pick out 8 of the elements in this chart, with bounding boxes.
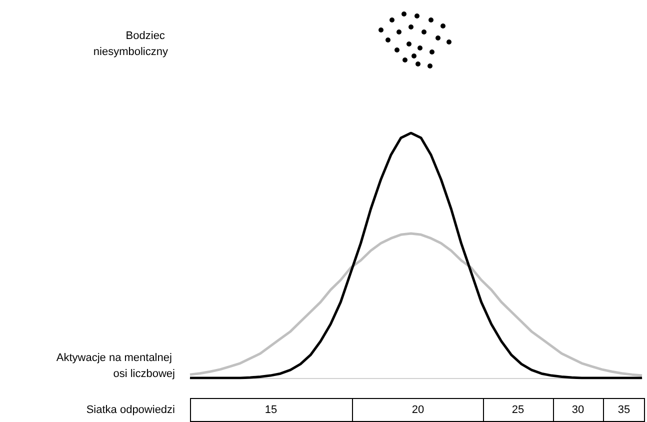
text: 25 bbox=[512, 404, 524, 416]
text: 20 bbox=[412, 404, 424, 416]
text: Siatka odpowiedzi bbox=[86, 404, 175, 416]
text: 15 bbox=[264, 404, 278, 416]
text: Bodziec niesymboliczny bbox=[93, 30, 168, 58]
text: 30 bbox=[572, 404, 584, 416]
text: 35 bbox=[618, 404, 630, 416]
text: Aktywacje na mentalnej osi liczbowej bbox=[56, 352, 175, 380]
